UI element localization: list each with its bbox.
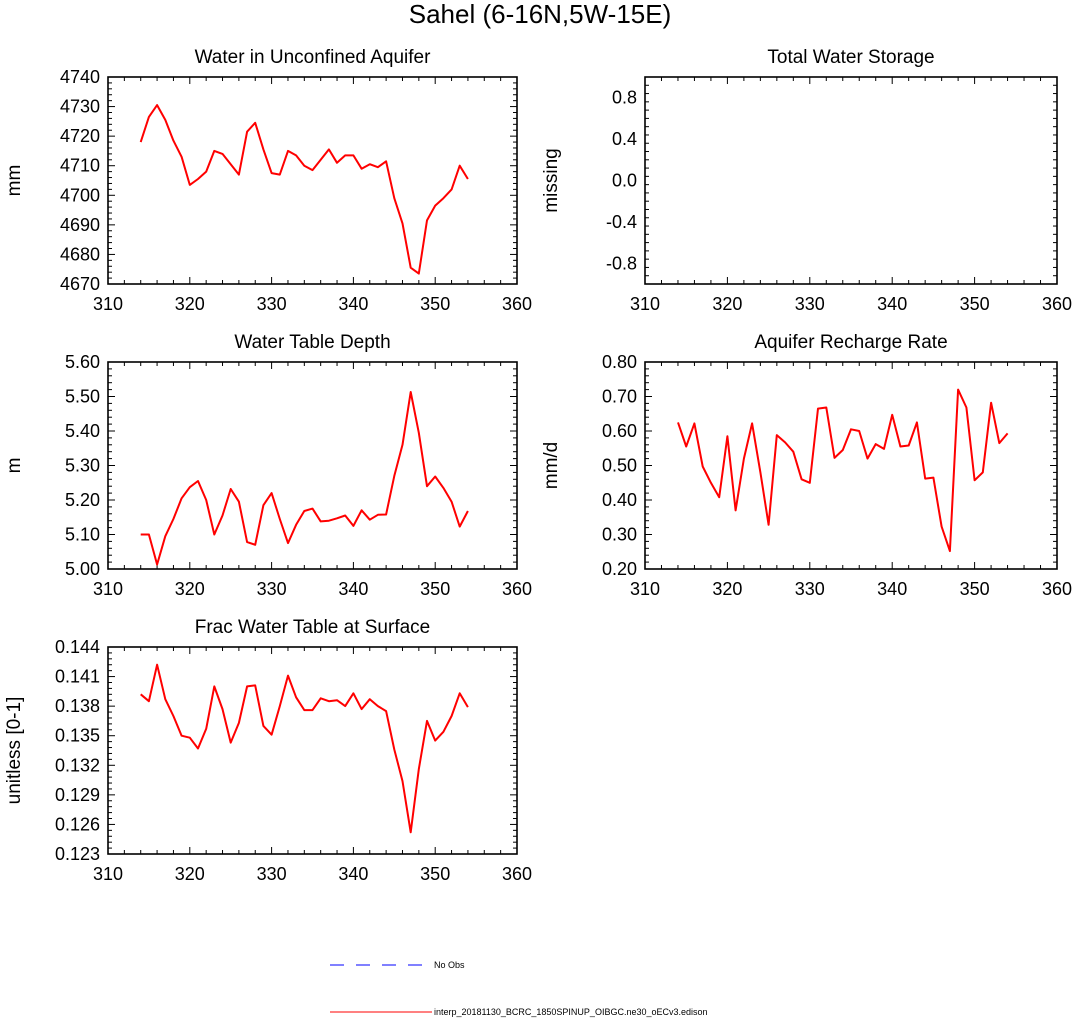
y-tick-label: 4720 [60,126,100,146]
x-tick-label: 360 [1042,579,1072,599]
y-tick-label: 0.60 [602,421,637,441]
x-tick-label: 350 [420,864,450,884]
y-tick-label: 4680 [60,244,100,264]
x-tick-label: 310 [93,579,123,599]
panel-frac-water-table-surface: Frac Water Table at Surface 310 320 330 340 3… [4,617,532,884]
x-tick-label: 310 [630,579,660,599]
x-tick-label: 330 [795,579,825,599]
series-line-model [140,391,469,566]
y-tick-label: 0.144 [55,637,100,657]
y-axis-label: mm/d [541,442,562,490]
x-tick-label: 320 [712,294,742,314]
y-tick-label: 0.50 [602,456,637,476]
y-tick-label: 5.00 [65,559,100,579]
y-tick-label: 0.40 [602,490,637,510]
y-tick-label: 5.50 [65,387,100,407]
panels: Water in Unconfined Aquifer 310 320 330 340 3… [4,47,1072,884]
panel-title: Water Table Depth [234,332,390,353]
y-tick-label: 0.123 [55,844,100,864]
x-tick-label: 320 [712,579,742,599]
y-tick-label: 4670 [60,274,100,294]
panel-unconfined-aquifer: Water in Unconfined Aquifer 310 320 330 340 3… [4,47,532,314]
x-tick-label: 350 [960,294,990,314]
panel-aquifer-recharge-rate: Aquifer Recharge Rate 310 320 330 340 350 360 0… [541,332,1072,599]
y-tick-label: 5.20 [65,490,100,510]
plot-frame [644,76,1058,285]
plot-frame [107,76,518,285]
series-line-model [140,663,469,834]
x-tick-label: 330 [257,294,287,314]
x-tick-label: 320 [175,579,205,599]
y-tick-label: -0.4 [606,212,637,232]
x-tick-label: 350 [420,294,450,314]
x-tick-label: 330 [257,864,287,884]
y-tick-label: 0.126 [55,814,100,834]
x-tick-label: 340 [338,864,368,884]
panel-total-water-storage: Total Water Storage 310 320 330 340 350 360 -0.… [541,47,1072,314]
y-tick-label: 5.60 [65,352,100,372]
x-tick-label: 340 [338,579,368,599]
y-tick-label: 0.30 [602,525,637,545]
y-tick-label: 5.10 [65,525,100,545]
x-tick-label: 320 [175,864,205,884]
y-tick-label: -0.8 [606,253,637,273]
x-tick-label: 310 [93,864,123,884]
plot-frame [107,646,518,855]
y-tick-label: 5.40 [65,421,100,441]
y-tick-label: 0.129 [55,785,100,805]
panel-title: Aquifer Recharge Rate [754,332,947,353]
y-tick-label: 4710 [60,156,100,176]
plot-frame [107,361,518,570]
panel-title: Water in Unconfined Aquifer [195,47,432,68]
y-tick-label: 0.4 [612,129,637,149]
y-tick-label: 0.8 [612,88,637,108]
x-tick-label: 320 [175,294,205,314]
y-axis-label: m [4,458,25,474]
panel-water-table-depth: Water Table Depth 310 320 330 340 350 360 5.00 5… [4,332,532,599]
y-axis-label: missing [541,148,562,212]
y-axis-label: unitless [0-1] [4,697,25,805]
y-axis-label: mm [4,165,25,197]
series-line-model [139,104,469,275]
legend-model-label: interp_20181130_BCRC_1850SPINUP_OIBGC.ne… [434,1007,708,1017]
x-tick-label: 360 [502,579,532,599]
y-tick-label: 5.30 [65,456,100,476]
y-tick-label: 4700 [60,185,100,205]
y-tick-label: 0.70 [602,387,637,407]
x-tick-label: 360 [1042,294,1072,314]
x-tick-label: 350 [960,579,990,599]
x-tick-label: 340 [877,294,907,314]
y-tick-label: 4730 [60,97,100,117]
x-tick-label: 310 [93,294,123,314]
panel-title: Total Water Storage [767,47,934,68]
legend: No Obs interp_20181130_BCRC_1850SPINUP_O… [330,960,708,1017]
y-tick-label: 0.0 [612,171,637,191]
x-tick-label: 360 [502,864,532,884]
y-tick-label: 0.80 [602,352,637,372]
x-tick-label: 340 [877,579,907,599]
y-tick-label: 0.20 [602,559,637,579]
y-tick-label: 0.132 [55,755,100,775]
y-tick-label: 4740 [60,67,100,87]
y-tick-label: 4690 [60,215,100,235]
x-tick-label: 350 [420,579,450,599]
panel-title: Frac Water Table at Surface [195,617,431,638]
x-tick-label: 330 [795,294,825,314]
figure-title: Sahel (6-16N,5W-15E) [409,0,672,29]
x-tick-label: 360 [502,294,532,314]
series-line-model [677,388,1009,553]
x-tick-label: 330 [257,579,287,599]
x-tick-label: 310 [630,294,660,314]
y-tick-label: 0.138 [55,696,100,716]
y-tick-label: 0.135 [55,726,100,746]
y-tick-label: 0.141 [55,667,100,687]
plot-frame [644,361,1058,570]
x-tick-label: 340 [338,294,368,314]
legend-obs-label: No Obs [434,960,465,970]
